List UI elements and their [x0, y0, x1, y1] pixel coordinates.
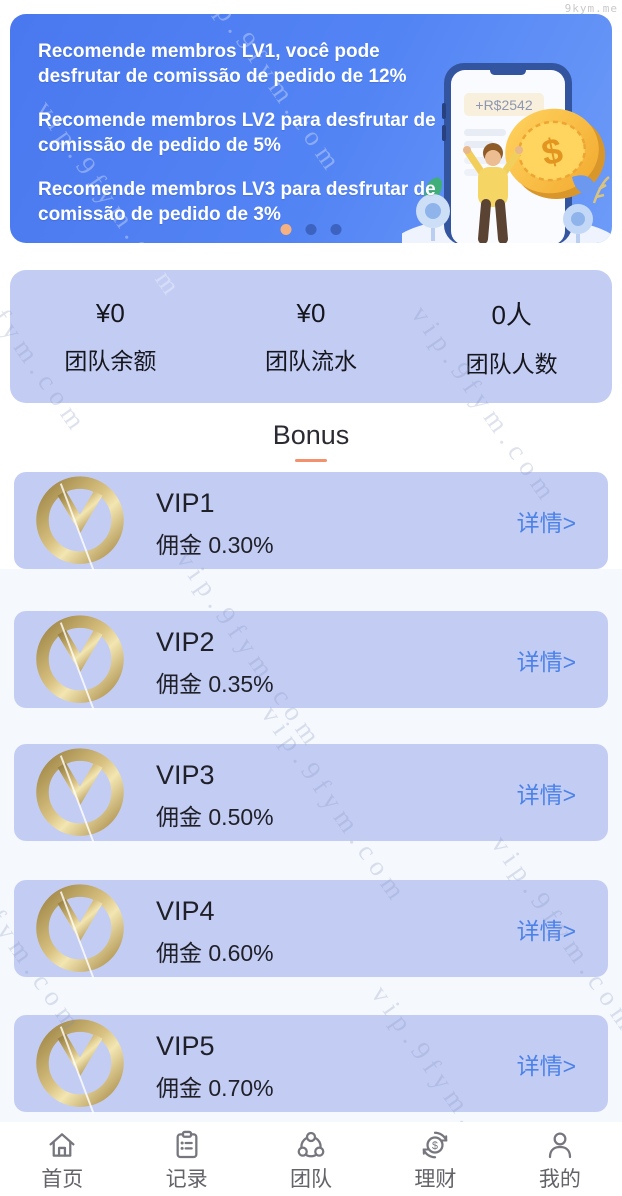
team-turnover-value: ¥0 — [296, 297, 326, 328]
profile-icon — [548, 1132, 571, 1159]
bonus-title-underline — [295, 459, 327, 462]
stat-team-balance: ¥0 团队余额 — [10, 298, 211, 376]
team-balance-label: 团队余额 — [64, 347, 157, 374]
nav-item-home[interactable]: 首页 — [0, 1122, 124, 1196]
vip-commission: 佣金 0.70% — [156, 1075, 274, 1101]
bonus-section-header: Bonus — [0, 420, 622, 462]
promo-line-lv1: Recomende membros LV1, você pode desfrut… — [38, 41, 407, 87]
vip-commission: 佣金 0.30% — [156, 532, 274, 558]
vip-name: VIP2 — [156, 627, 215, 657]
stat-team-turnover: ¥0 团队流水 — [211, 298, 412, 376]
promo-line-lv3: Recomende membros LV3 para desfrutar de … — [38, 179, 436, 225]
vip-name: VIP3 — [156, 760, 215, 790]
vip-detail-link[interactable]: 详情> — [516, 509, 576, 536]
team-stats-card: ¥0 团队余额 ¥0 团队流水 0人 团队人数 — [10, 270, 612, 403]
vip-detail-link[interactable]: 详情> — [516, 917, 576, 944]
promo-line-lv2: Recomende membros LV2 para desfrutar de … — [38, 110, 436, 156]
banner-illustration: +R$2542 $ — [402, 63, 610, 243]
home-icon — [49, 1133, 75, 1157]
nav-label-home: 首页 — [41, 1168, 84, 1191]
speaker-right — [563, 204, 593, 243]
carousel-dot-1[interactable] — [280, 224, 292, 235]
team-size-value: 0人 — [491, 299, 532, 330]
vip-detail-link[interactable]: 详情> — [516, 648, 576, 675]
bonus-title: Bonus — [272, 420, 350, 450]
vip-card-4[interactable]: VIP4 佣金 0.60% 详情> — [14, 880, 608, 979]
carousel-dots — [280, 224, 342, 235]
vip-gold-logo — [36, 748, 124, 843]
vip-gold-logo — [36, 615, 124, 710]
nav-label-records: 记录 — [165, 1168, 208, 1191]
promo-banner-carousel[interactable]: Recomende membros LV1, você pode desfrut… — [10, 14, 612, 243]
vip-detail-link[interactable]: 详情> — [516, 1052, 576, 1079]
stat-team-size: 0人 团队人数 — [411, 295, 612, 379]
nav-item-profile[interactable]: 我的 — [498, 1122, 622, 1196]
vip-gold-logo — [36, 884, 124, 979]
vip-commission: 佣金 0.50% — [156, 804, 274, 830]
svg-text:$: $ — [432, 1140, 438, 1152]
vip-detail-link[interactable]: 详情> — [516, 781, 576, 808]
bottom-nav: 首页 记录 团队 $ — [0, 1122, 622, 1196]
vip-gold-logo — [36, 476, 124, 571]
finance-icon: $ — [423, 1131, 448, 1159]
carousel-dot-3[interactable] — [330, 224, 342, 235]
speaker-left — [416, 194, 450, 241]
nav-label-finance: 理财 — [414, 1168, 457, 1191]
vip-card-1[interactable]: VIP1 佣金 0.30% 详情> — [14, 472, 608, 571]
phone-amount-text: +R$2542 — [475, 97, 532, 113]
nav-item-finance[interactable]: $ 理财 — [373, 1122, 497, 1196]
nav-item-team[interactable]: 团队 — [249, 1122, 373, 1196]
vip-name: VIP4 — [156, 896, 215, 926]
vip-card-5[interactable]: VIP5 佣金 0.70% 详情> — [14, 1015, 608, 1114]
vip-commission: 佣金 0.60% — [156, 940, 274, 966]
nav-label-team: 团队 — [290, 1168, 333, 1191]
vip-card-2[interactable]: VIP2 佣金 0.35% 详情> — [14, 611, 608, 710]
team-icon — [297, 1131, 325, 1158]
team-balance-value: ¥0 — [95, 297, 125, 328]
carousel-dot-2[interactable] — [305, 224, 317, 235]
records-icon — [176, 1130, 198, 1159]
nav-label-profile: 我的 — [538, 1168, 581, 1191]
vip-name: VIP5 — [156, 1031, 215, 1061]
team-turnover-label: 团队流水 — [265, 347, 357, 374]
vip-gold-logo — [36, 1019, 124, 1114]
vip-commission: 佣金 0.35% — [156, 671, 274, 697]
team-size-label: 团队人数 — [465, 350, 558, 377]
wheat-decoration — [592, 176, 610, 204]
nav-item-records[interactable]: 记录 — [124, 1122, 248, 1196]
promo-text-block: Recomende membros LV1, você pode desfrut… — [38, 39, 438, 243]
vip-card-3[interactable]: VIP3 佣金 0.50% 详情> — [14, 744, 608, 843]
vip-name: VIP1 — [156, 488, 215, 518]
person-illustration — [463, 143, 523, 243]
leaf-right — [572, 175, 597, 194]
